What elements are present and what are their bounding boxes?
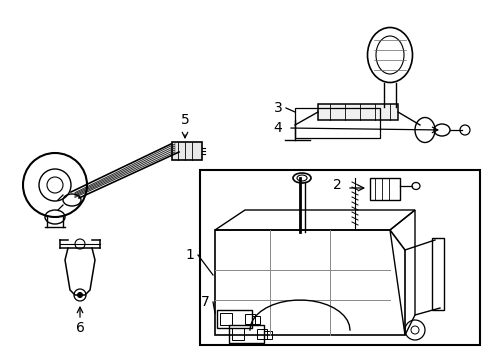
- Bar: [257, 329, 266, 339]
- Bar: [217, 310, 251, 328]
- Bar: [220, 313, 231, 325]
- Text: 2: 2: [332, 178, 341, 192]
- Text: 7: 7: [200, 295, 209, 309]
- Bar: [244, 314, 254, 324]
- Text: 6: 6: [76, 321, 84, 335]
- Bar: [369, 178, 399, 200]
- Bar: [251, 316, 260, 324]
- Bar: [294, 108, 379, 138]
- Bar: [431, 238, 443, 310]
- Text: 3: 3: [273, 101, 282, 115]
- Bar: [317, 104, 397, 120]
- Bar: [200, 170, 479, 345]
- Circle shape: [77, 292, 82, 297]
- Bar: [231, 328, 244, 340]
- Text: 1: 1: [185, 248, 194, 262]
- Text: 5: 5: [180, 113, 189, 127]
- Bar: [264, 331, 271, 339]
- Text: 4: 4: [273, 121, 282, 135]
- Bar: [228, 325, 264, 343]
- Bar: [172, 142, 202, 160]
